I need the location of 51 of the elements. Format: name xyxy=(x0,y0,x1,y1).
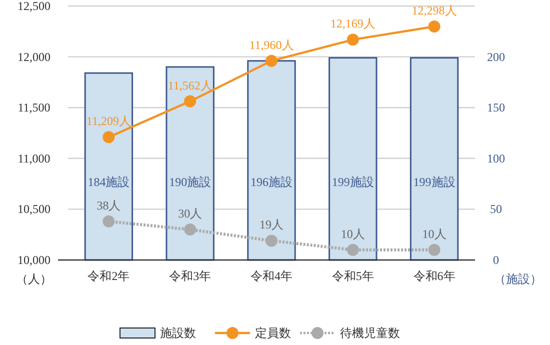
data-label: 30人 xyxy=(178,206,202,221)
data-label: 12,169人 xyxy=(330,16,376,31)
data-label: 199施設 xyxy=(413,175,456,189)
data-label: 19人 xyxy=(260,218,284,232)
y-tick-label: 11,500 xyxy=(18,100,50,115)
x-tick-label: 令和5年 xyxy=(332,269,374,283)
y-tick-label: 10,500 xyxy=(18,202,50,216)
point xyxy=(184,95,196,108)
data-label: 11,562人 xyxy=(168,78,212,92)
point xyxy=(102,215,115,228)
x-tick-label: 令和3年 xyxy=(169,269,212,283)
y-tick-label: 12,000 xyxy=(18,50,50,64)
data-label: 12,298人 xyxy=(412,4,457,18)
x-tick-label: 令和6年 xyxy=(413,269,456,283)
point xyxy=(266,234,278,247)
data-label: 184施設 xyxy=(88,175,130,189)
data-label: 11,209人 xyxy=(86,114,131,128)
bar xyxy=(247,60,296,261)
x-tick-label: 令和2年 xyxy=(88,269,130,283)
data-label: 196施設 xyxy=(250,175,292,189)
data-label: 10人 xyxy=(422,226,446,241)
bar xyxy=(410,57,459,261)
y-tick-label: 12,500 xyxy=(18,0,50,13)
data-label: 190施設 xyxy=(169,175,212,189)
data-label: 199施設 xyxy=(332,175,374,189)
point xyxy=(266,54,278,67)
legend-label: 待機児童数 xyxy=(340,326,400,340)
point xyxy=(346,34,359,46)
point xyxy=(102,131,115,144)
data-label: 38人 xyxy=(96,198,121,212)
x-tick-label: 令和4年 xyxy=(250,269,292,283)
point xyxy=(184,224,196,236)
y2-tick-label: 50 xyxy=(490,202,502,216)
y-axis-title: （人） xyxy=(16,272,52,286)
point xyxy=(428,244,440,256)
point xyxy=(346,244,359,256)
y2-tick-label: 100 xyxy=(487,151,505,166)
data-label: 11,960人 xyxy=(249,38,294,52)
data-label: 10人 xyxy=(340,226,365,241)
point xyxy=(428,20,440,33)
legend-label: 施設数 xyxy=(160,326,196,340)
y-tick-label: 10,000 xyxy=(18,253,50,267)
bar xyxy=(328,57,378,261)
y2-axis-title: （施設） xyxy=(494,272,542,286)
y2-tick-label: 150 xyxy=(487,100,505,115)
y2-tick-label: 200 xyxy=(487,50,505,64)
legend-label: 定員数 xyxy=(255,326,291,340)
y-tick-label: 11,000 xyxy=(18,151,50,166)
bar xyxy=(84,72,134,261)
y2-tick-label: 0 xyxy=(493,253,499,267)
bar xyxy=(166,66,214,261)
